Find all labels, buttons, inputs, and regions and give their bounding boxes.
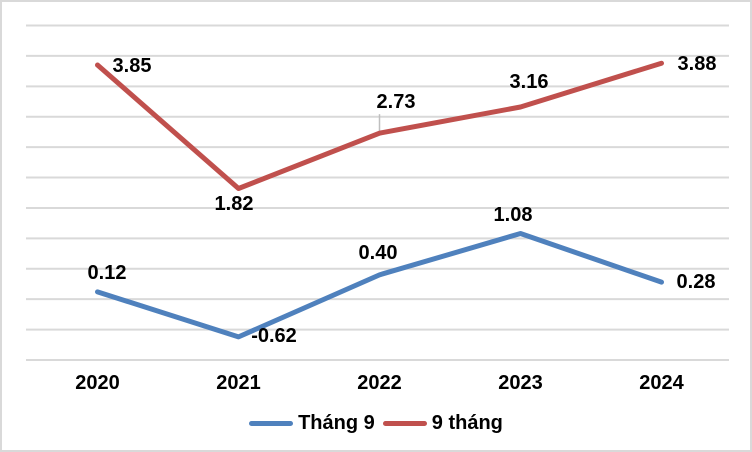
legend-item-9-thang: 9 tháng [382,412,503,434]
legend-line-sample-blue [249,420,294,426]
legend-item-thang-9: Tháng 9 [249,413,375,433]
series-line-thang-9 [95,230,664,340]
legend-label-thang-9: Tháng 9 [298,412,375,434]
legend-line-sample-red [382,420,427,426]
legend: Tháng 9 9 tháng [2,410,750,436]
series-line-9-thang [95,60,664,191]
legend-label-9-thang: 9 tháng [431,412,503,434]
